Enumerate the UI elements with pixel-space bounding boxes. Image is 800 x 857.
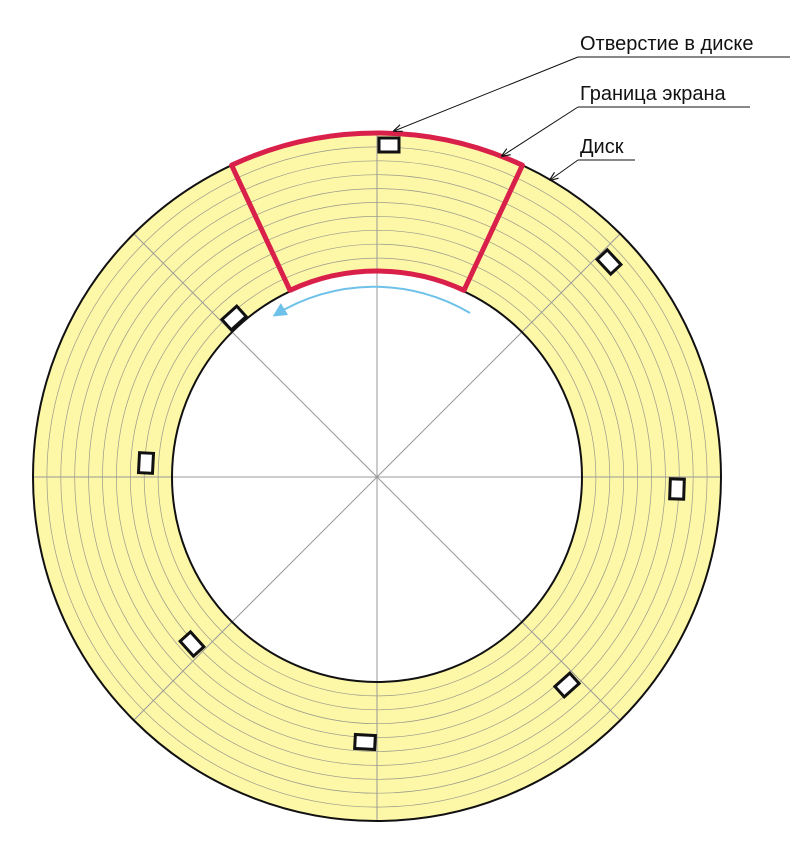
hole — [377, 136, 401, 154]
hole — [177, 629, 207, 659]
screen-border — [229, 130, 525, 293]
hole — [219, 303, 249, 333]
hole — [136, 451, 156, 475]
rotation-arrow — [272, 285, 471, 317]
hole — [668, 477, 686, 501]
disk — [32, 132, 722, 822]
hole — [552, 670, 582, 700]
spokes — [33, 133, 721, 821]
label-screen-border: Граница экрана — [580, 83, 727, 105]
hole — [594, 247, 624, 277]
leader-line — [550, 159, 579, 180]
spoke — [133, 233, 621, 721]
hole — [353, 732, 377, 752]
holes — [136, 136, 686, 752]
callouts — [394, 56, 790, 180]
leader-line — [502, 106, 579, 156]
label-hole: Отверстие в диске — [580, 33, 754, 55]
leader-line — [394, 56, 579, 131]
label-disk: Диск — [580, 136, 624, 158]
